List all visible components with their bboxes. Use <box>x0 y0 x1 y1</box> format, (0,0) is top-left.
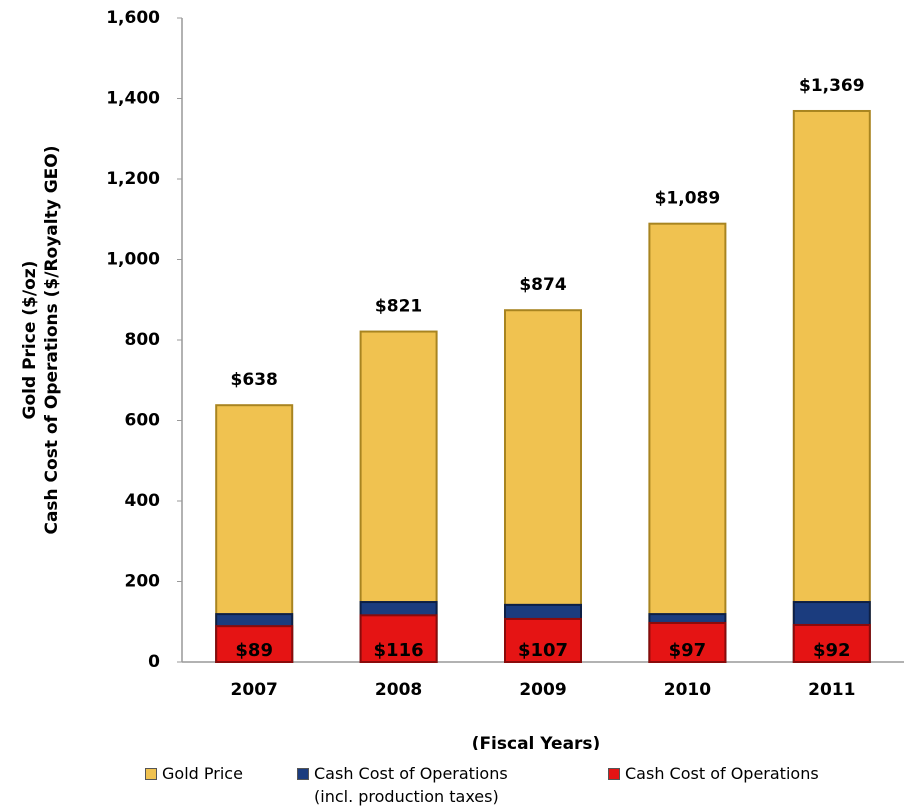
data-label: $821 <box>375 297 422 317</box>
legend-item: Cash Cost of Operations <box>608 762 819 785</box>
y-tick-label: 600 <box>125 411 161 431</box>
x-tick-label: 2011 <box>808 680 855 700</box>
y-tick-label: 400 <box>125 491 161 511</box>
y-tick-label: 1,400 <box>106 89 160 109</box>
chart: (Fiscal Years) Gold Price ($/oz) Cash Co… <box>20 8 904 750</box>
data-label: $1,089 <box>655 189 721 209</box>
bar <box>792 623 871 663</box>
x-tick-label: 2008 <box>375 680 422 700</box>
y-tick-label: 200 <box>125 572 161 592</box>
y-tick-label: 1,600 <box>106 8 160 28</box>
bar <box>792 109 871 664</box>
x-tick-label: 2010 <box>664 680 711 700</box>
legend-item: Cash Cost of Operations (incl. productio… <box>297 762 546 808</box>
x-tick-label: 2007 <box>231 680 278 700</box>
data-label: $874 <box>519 275 566 295</box>
legend-swatch <box>297 768 309 780</box>
y-tick-label: 1,000 <box>106 250 160 270</box>
legend-label: Gold Price <box>162 764 243 783</box>
legend-swatch <box>608 768 620 780</box>
x-tick-label: 2009 <box>519 680 566 700</box>
y-axis-title: Cash Cost of Operations ($/Royalty GEO) <box>42 145 62 534</box>
data-label: $107 <box>518 640 568 661</box>
bar <box>359 614 438 663</box>
y-tick-label: 800 <box>125 330 161 350</box>
y-axis-title: Gold Price ($/oz) <box>20 261 40 420</box>
data-label: $92 <box>813 640 851 661</box>
bar <box>648 222 727 664</box>
bar <box>504 617 582 663</box>
data-label: $1,369 <box>799 76 865 96</box>
data-label: $116 <box>374 640 424 661</box>
data-label: $638 <box>231 370 278 390</box>
bar <box>648 621 727 664</box>
legend-label: Cash Cost of Operations (incl. productio… <box>314 764 508 806</box>
legend-item: Gold Price <box>145 762 243 785</box>
data-label: $97 <box>669 640 707 661</box>
data-label: $89 <box>235 640 273 661</box>
bar <box>215 625 294 663</box>
y-tick-label: 0 <box>148 652 160 672</box>
bar <box>504 309 582 663</box>
y-tick-label: 1,200 <box>106 169 160 189</box>
legend-label: Cash Cost of Operations <box>625 764 819 783</box>
legend-swatch <box>145 768 157 780</box>
x-axis-title: (Fiscal Years) <box>472 734 601 750</box>
